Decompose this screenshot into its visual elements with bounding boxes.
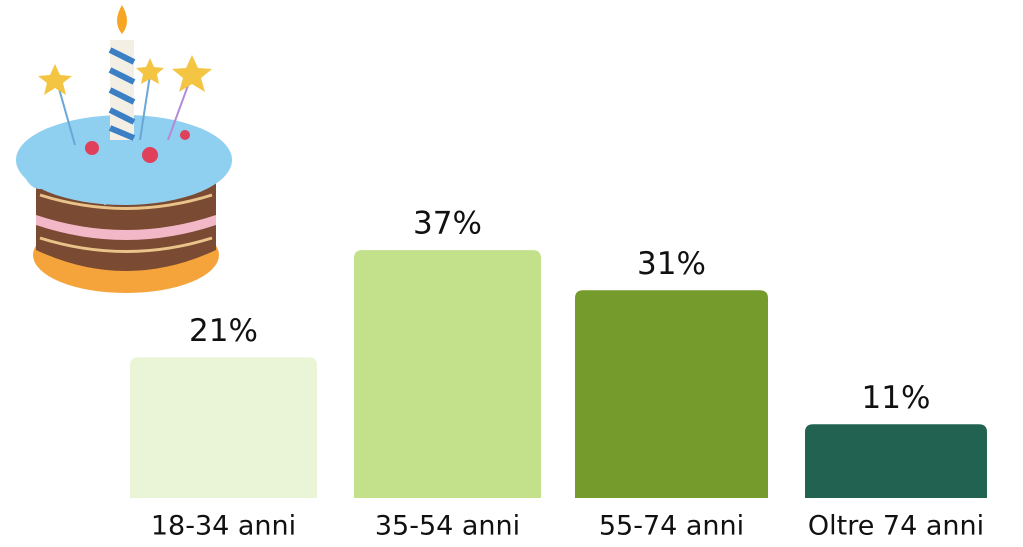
cake-cream (36, 215, 216, 240)
berry (85, 141, 99, 155)
x-tick-label: Oltre 74 anni (808, 511, 984, 542)
value-label: 37% (413, 206, 482, 242)
star (136, 58, 164, 84)
berry (180, 130, 190, 140)
cake-lines (39, 193, 213, 253)
cake-drips (18, 160, 230, 205)
x-tick-label: 18-34 anni (151, 511, 296, 542)
value-label: 31% (637, 246, 706, 282)
star (38, 64, 72, 95)
value-label: 21% (189, 313, 258, 349)
cake-illustration (16, 5, 232, 293)
value-label: 11% (862, 380, 931, 416)
bar (805, 424, 987, 498)
bar (575, 290, 768, 498)
bar (354, 250, 541, 498)
flame (117, 5, 127, 34)
x-tick-label: 35-54 anni (375, 511, 520, 542)
candle-stripes (108, 47, 136, 141)
star-stick (139, 74, 151, 141)
star (172, 55, 212, 92)
bar (130, 357, 317, 498)
x-tick-label: 55-74 anni (599, 511, 744, 542)
star-stick (57, 84, 76, 146)
star-stick (167, 79, 191, 141)
berry (142, 147, 158, 163)
